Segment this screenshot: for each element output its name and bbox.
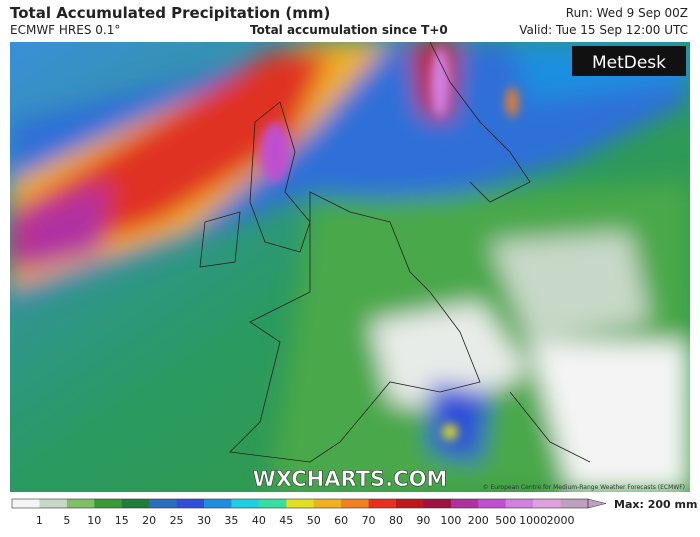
logo-box (572, 46, 686, 76)
colorbar-segment (258, 499, 287, 508)
logo: MetDesk (592, 53, 666, 73)
colorbar-segment (505, 499, 534, 508)
colorbar-tick-label: 80 (389, 514, 403, 527)
colorbar-tick-label: 25 (170, 514, 184, 527)
colorbar-tick-label: 500 (495, 514, 516, 527)
colorbar-segment (66, 499, 95, 508)
colorbar-tick-label: 70 (362, 514, 376, 527)
colorbar-segment (313, 499, 342, 508)
watermark: WXCHARTS.COM (253, 467, 448, 491)
colorbar-tick-label: 50 (307, 514, 321, 527)
colorbar-segment (231, 499, 260, 508)
run: Run: Wed 9 Sep 00Z (565, 6, 688, 20)
colorbar-tick-label: 30 (197, 514, 211, 527)
title: Total Accumulated Precipitation (mm) (10, 4, 331, 22)
colorbar-segment (423, 499, 452, 508)
colorbar-tick-label: 1000 (519, 514, 547, 527)
colorbar-segment (560, 499, 589, 508)
small-cells (260, 47, 518, 440)
colorbar-segment (341, 499, 370, 508)
colorbar-segment (450, 499, 479, 508)
colorbar-segment (12, 499, 40, 508)
colorbar-arrow (587, 498, 607, 509)
colorbar-segment (94, 499, 123, 508)
colorbar-segment (478, 499, 507, 508)
model: ECMWF HRES 0.1° (10, 23, 121, 37)
colorbar-tick-label: 20 (142, 514, 156, 527)
colorbar-tick-label: 100 (440, 514, 461, 527)
credit: © European Centre for Medium-Range Weath… (483, 484, 685, 491)
colorbar-segment (368, 499, 397, 508)
valid: Valid: Tue 15 Sep 12:00 UTC (519, 23, 688, 37)
colorbar-tick-label: 10 (87, 514, 101, 527)
map: MetDesk WXCHARTS.COM © European Centre f… (10, 42, 690, 492)
colorbar-tick-label: 60 (334, 514, 348, 527)
colorbar-segment (286, 499, 315, 508)
colorbar-frame (11, 498, 589, 509)
colorbar-tick-label: 5 (63, 514, 70, 527)
colorbar-segment (39, 499, 68, 508)
colorbar-segment (121, 499, 150, 508)
colorbar-tick-label: 40 (252, 514, 266, 527)
colorbar-tick-label: 1 (36, 514, 43, 527)
colorbar-tick-label: 200 (468, 514, 489, 527)
colorbar-segment (533, 499, 562, 508)
colorbar: Max: 200 mm 1 5 10 15 20 25 30 35 40 45 50 60 70 80 90… (11, 498, 697, 527)
coastlines (199, 42, 591, 463)
colorbar-segment (204, 499, 232, 508)
colorbar-segment (176, 499, 205, 508)
colorbar-max: Max: 200 mm (614, 498, 697, 511)
colorbar-tick-label: 45 (279, 514, 293, 527)
precip-field (10, 42, 690, 492)
colorbar-segment (149, 499, 178, 508)
colorbar-tick-label: 90 (416, 514, 430, 527)
colorbar-tick-label: 2000 (547, 514, 575, 527)
colorbar-segment (396, 499, 424, 508)
subtitle: Total accumulation since T+0 (250, 23, 448, 37)
colorbar-tick-label: 15 (115, 514, 129, 527)
colorbar-tick-label: 35 (224, 514, 238, 527)
